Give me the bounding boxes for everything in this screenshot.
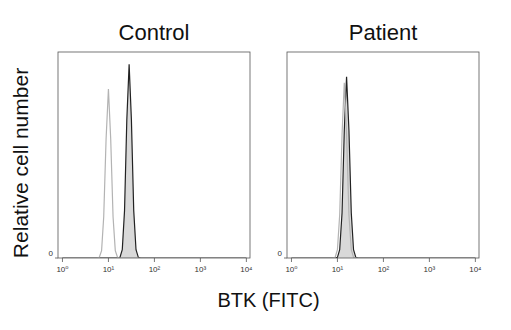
x-tick-label: 10² — [378, 265, 390, 274]
area-fill — [62, 64, 246, 258]
x-tick — [246, 258, 247, 262]
plot-area — [62, 64, 246, 258]
y-tick-label: 0 — [278, 249, 283, 258]
x-tick — [337, 258, 338, 262]
frame — [287, 52, 479, 258]
x-tick-label: 10⁰ — [56, 265, 68, 274]
x-tick — [291, 258, 292, 262]
x-tick — [383, 258, 384, 262]
histogram-btk — [62, 64, 246, 258]
x-tick — [475, 258, 476, 262]
x-tick-label: 10³ — [195, 265, 207, 274]
panel-title: Patient — [349, 20, 418, 45]
y-tick-label: 0 — [49, 249, 54, 258]
figure: Control 10⁰ 10¹ 10² 10³ 10⁴ 0 Patient 10⁰ 10¹ 10² 1… — [0, 0, 511, 330]
x-tick-label: 10⁰ — [285, 265, 297, 274]
histogram-btk — [291, 77, 475, 258]
x-tick-label: 10² — [149, 265, 161, 274]
x-tick-label: 10⁴ — [240, 265, 253, 274]
y-axis-label: Relative cell number — [9, 68, 32, 258]
x-tick — [108, 258, 109, 262]
x-tick-label: 10⁴ — [469, 265, 482, 274]
x-tick-label: 10¹ — [332, 265, 344, 274]
y-tick — [284, 258, 287, 259]
x-tick — [200, 258, 201, 262]
plot-area — [291, 77, 475, 258]
x-tick-label: 10³ — [424, 265, 436, 274]
x-tick — [62, 258, 63, 262]
panel: Patient 10⁰ 10¹ 10² 10³ 10⁴ 0 — [278, 20, 483, 274]
x-tick — [429, 258, 430, 262]
histogram-control — [62, 89, 246, 258]
area-fill — [291, 77, 475, 258]
x-axis-label: BTK (FITC) — [217, 289, 319, 311]
frame — [58, 52, 250, 258]
panel-title: Control — [119, 20, 190, 45]
x-tick — [154, 258, 155, 262]
y-tick — [55, 258, 58, 259]
panel: Control 10⁰ 10¹ 10² 10³ 10⁴ 0 — [49, 20, 254, 274]
x-tick-label: 10¹ — [103, 265, 115, 274]
histogram-control — [291, 83, 475, 258]
